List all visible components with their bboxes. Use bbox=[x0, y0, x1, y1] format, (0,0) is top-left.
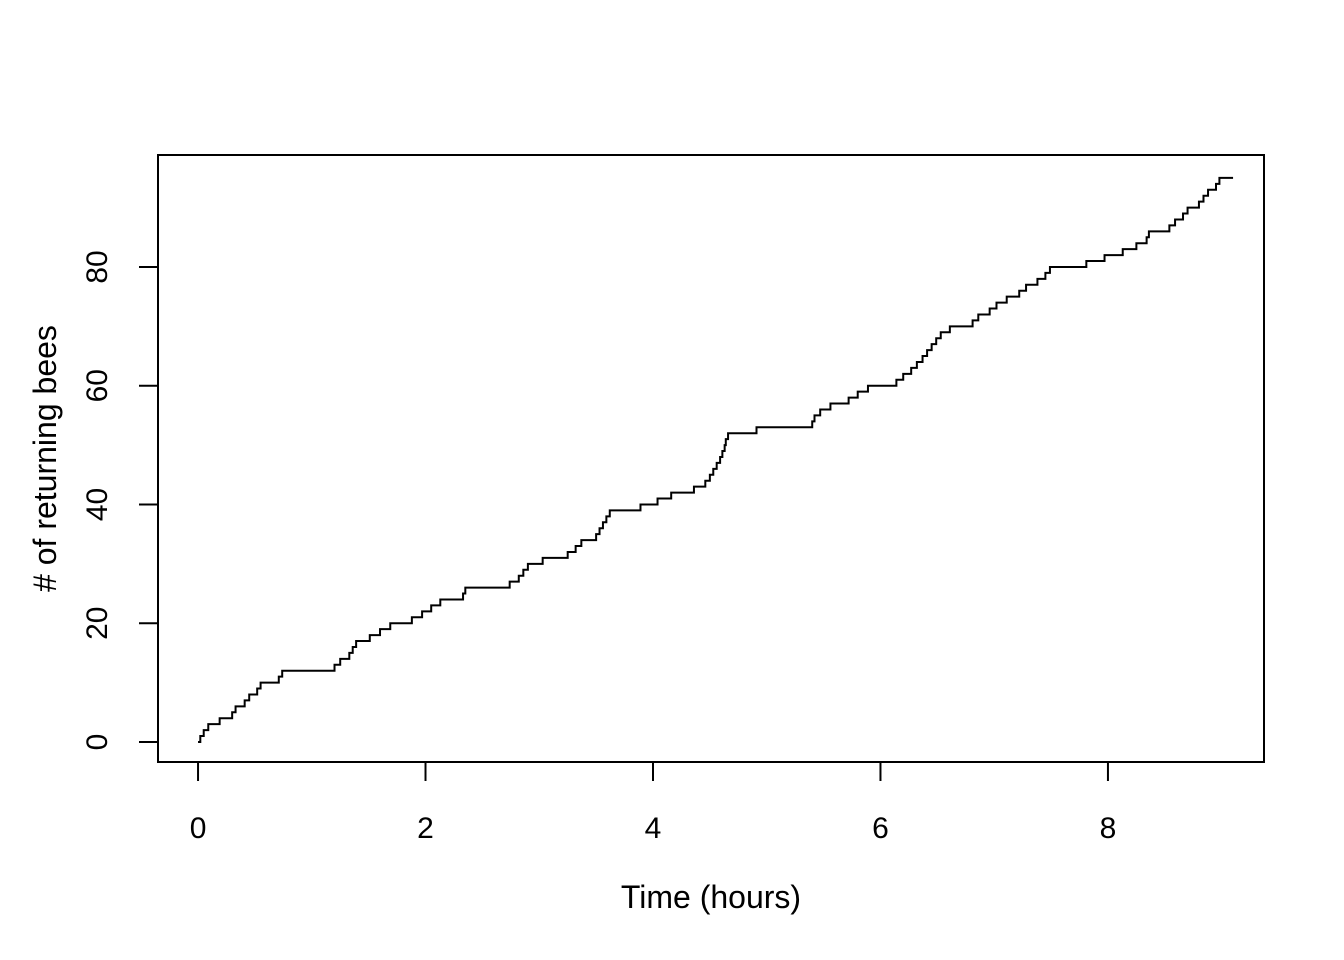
y-axis-title: # of returning bees bbox=[27, 325, 63, 592]
x-tick-label: 6 bbox=[872, 812, 889, 845]
y-tick-label: 40 bbox=[81, 488, 114, 521]
x-tick-label: 0 bbox=[190, 812, 207, 845]
y-tick-label: 20 bbox=[81, 607, 114, 640]
x-tick-label: 8 bbox=[1100, 812, 1117, 845]
step-curve bbox=[198, 176, 1234, 743]
x-tick-label: 4 bbox=[645, 812, 662, 845]
x-axis-title: Time (hours) bbox=[621, 879, 801, 915]
plot-box bbox=[157, 154, 1265, 763]
y-tick-label: 0 bbox=[81, 734, 114, 751]
y-tick-label: 60 bbox=[81, 369, 114, 402]
y-tick-label: 80 bbox=[81, 250, 114, 283]
x-tick-label: 2 bbox=[417, 812, 434, 845]
